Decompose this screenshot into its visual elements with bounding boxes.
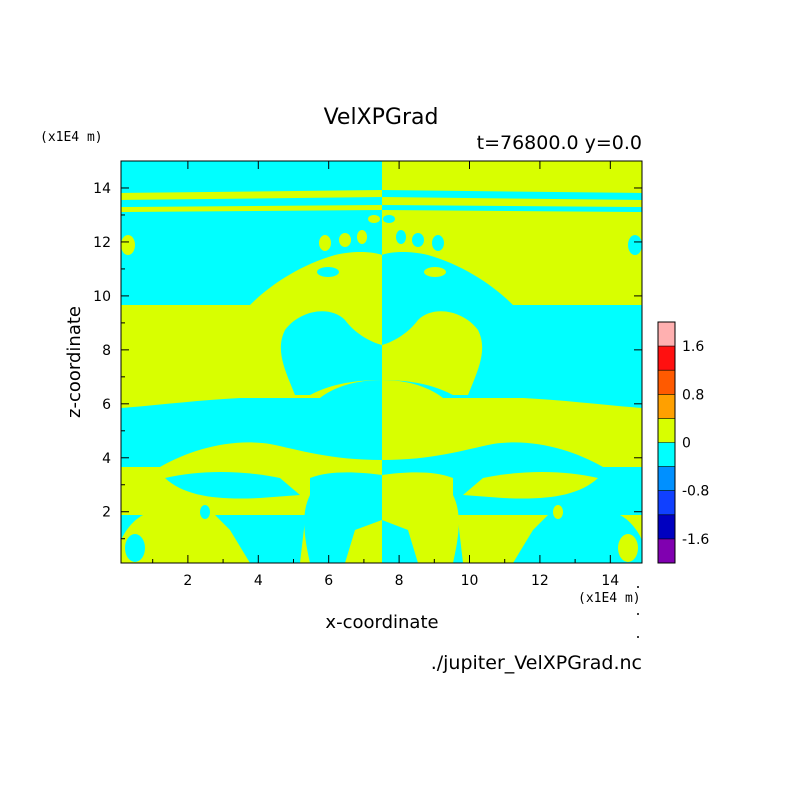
x-unit-label: (x1E4 m): [578, 591, 641, 606]
y-axis-ticks: 2 4 6 8 10 12 14: [93, 160, 642, 540]
colorbar-swatch: [658, 442, 675, 468]
colorbar-tick-label: 0: [682, 436, 691, 452]
colorbar-tick-label: -1.6: [682, 532, 709, 548]
y-axis-label: z-coordinate: [64, 306, 85, 418]
x-tick-label: 14: [601, 573, 619, 589]
x-axis-label: x-coordinate: [325, 612, 438, 633]
x-tick-label: 10: [461, 573, 479, 589]
y-tick-label: 4: [102, 451, 111, 467]
marker-dot: [637, 613, 639, 615]
colorbar-swatch: [658, 370, 675, 395]
colorbar: [658, 322, 675, 564]
field-left-negative: [125, 267, 382, 563]
chart-subtitle: t=76800.0 y=0.0: [477, 132, 642, 154]
y-unit-label: (x1E4 m): [40, 130, 103, 145]
heatmap-field: [121, 161, 642, 563]
x-axis-ticks: 2 4 6 8 10 12 14: [152, 161, 619, 589]
y-tick-label: 8: [102, 343, 111, 359]
colorbar-swatch: [658, 418, 675, 443]
y-tick-label: 12: [93, 235, 111, 251]
y-tick-label: 6: [102, 397, 111, 413]
marker-dot: [637, 586, 639, 588]
y-tick-label: 14: [93, 181, 111, 197]
x-tick-label: 2: [183, 573, 192, 589]
y-tick-label: 2: [102, 505, 111, 521]
colorbar-tick-label: 1.6: [682, 339, 704, 355]
source-file-label: ./jupiter_VelXPGrad.nc: [431, 652, 642, 674]
field-right-positive: [382, 267, 638, 563]
x-tick-label: 6: [324, 573, 333, 589]
plot-frame: [120, 160, 643, 564]
colorbar-swatch: [658, 322, 675, 347]
colorbar-swatch: [658, 466, 675, 492]
x-tick-label: 12: [531, 573, 549, 589]
x-tick-label: 8: [395, 573, 404, 589]
y-tick-label: 10: [93, 289, 111, 305]
colorbar-labels: 1.6 0.8 0 -0.8 -1.6: [682, 339, 709, 548]
colorbar-tick-label: -0.8: [682, 484, 709, 500]
colorbar-swatch: [658, 346, 675, 371]
colorbar-tick-label: 0.8: [682, 387, 704, 403]
colorbar-frame: [657, 321, 676, 564]
colorbar-swatch: [658, 490, 675, 516]
x-tick-label: 4: [254, 573, 263, 589]
chart-title: VelXPGrad: [324, 105, 439, 130]
colorbar-swatch: [658, 394, 675, 419]
colorbar-swatch: [658, 538, 675, 564]
colorbar-swatch: [658, 514, 675, 540]
marker-dot: [637, 636, 639, 638]
